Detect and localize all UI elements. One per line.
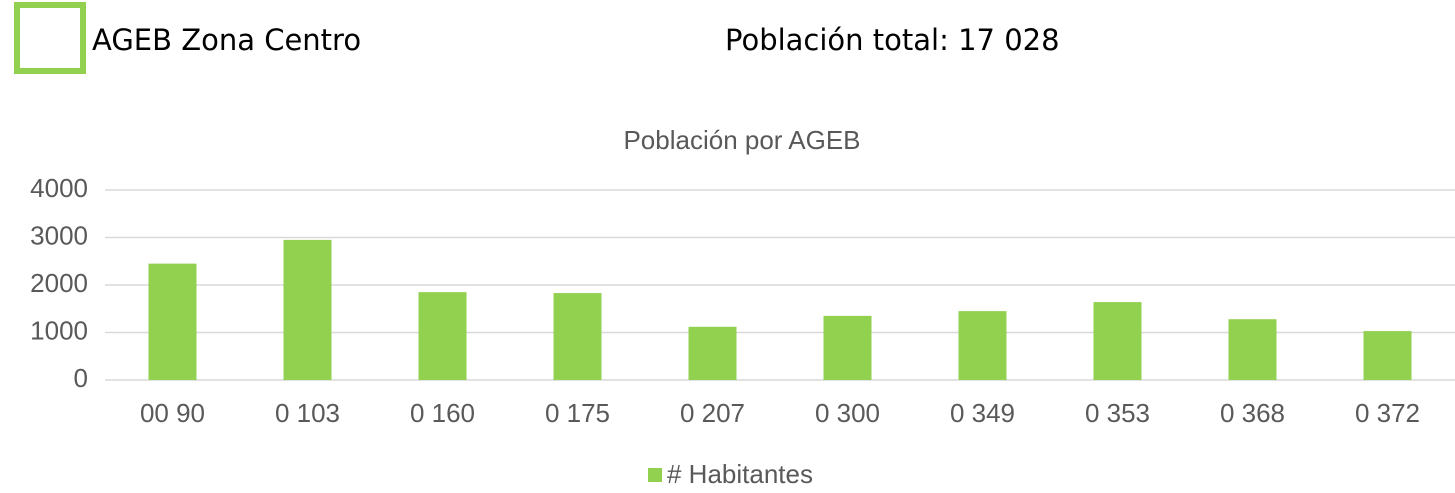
x-tick-label: 0 353 bbox=[1085, 398, 1150, 428]
bar bbox=[418, 292, 467, 380]
x-tick-label: 0 207 bbox=[680, 398, 745, 428]
x-tick-label: 0 349 bbox=[950, 398, 1015, 428]
bar bbox=[688, 326, 737, 380]
legend-swatch bbox=[648, 468, 662, 482]
x-tick-label: 0 103 bbox=[275, 398, 340, 428]
bar bbox=[1363, 331, 1412, 380]
x-tick-label: 0 368 bbox=[1220, 398, 1285, 428]
bar bbox=[823, 315, 872, 380]
x-tick-label: 0 300 bbox=[815, 398, 880, 428]
x-tick-label: 00 90 bbox=[140, 398, 205, 428]
y-tick-label: 2000 bbox=[30, 268, 88, 298]
x-tick-label: 0 175 bbox=[545, 398, 610, 428]
x-tick-label: 0 372 bbox=[1355, 398, 1420, 428]
header-total: Población total: 17 028 bbox=[725, 23, 1060, 57]
header-icon bbox=[14, 2, 86, 74]
legend-label: # Habitantes bbox=[667, 459, 813, 489]
bar bbox=[148, 263, 197, 380]
header-title: AGEB Zona Centro bbox=[92, 23, 361, 57]
bar bbox=[283, 239, 332, 380]
bar bbox=[958, 311, 1007, 380]
y-tick-label: 1000 bbox=[30, 315, 88, 345]
y-tick-label: 0 bbox=[74, 363, 88, 393]
bar bbox=[553, 293, 602, 380]
bar bbox=[1228, 319, 1277, 380]
x-tick-label: 0 160 bbox=[410, 398, 475, 428]
y-tick-label: 4000 bbox=[30, 173, 88, 203]
y-tick-label: 3000 bbox=[30, 220, 88, 250]
bar bbox=[1093, 302, 1142, 380]
chart-title: Población por AGEB bbox=[623, 125, 860, 155]
